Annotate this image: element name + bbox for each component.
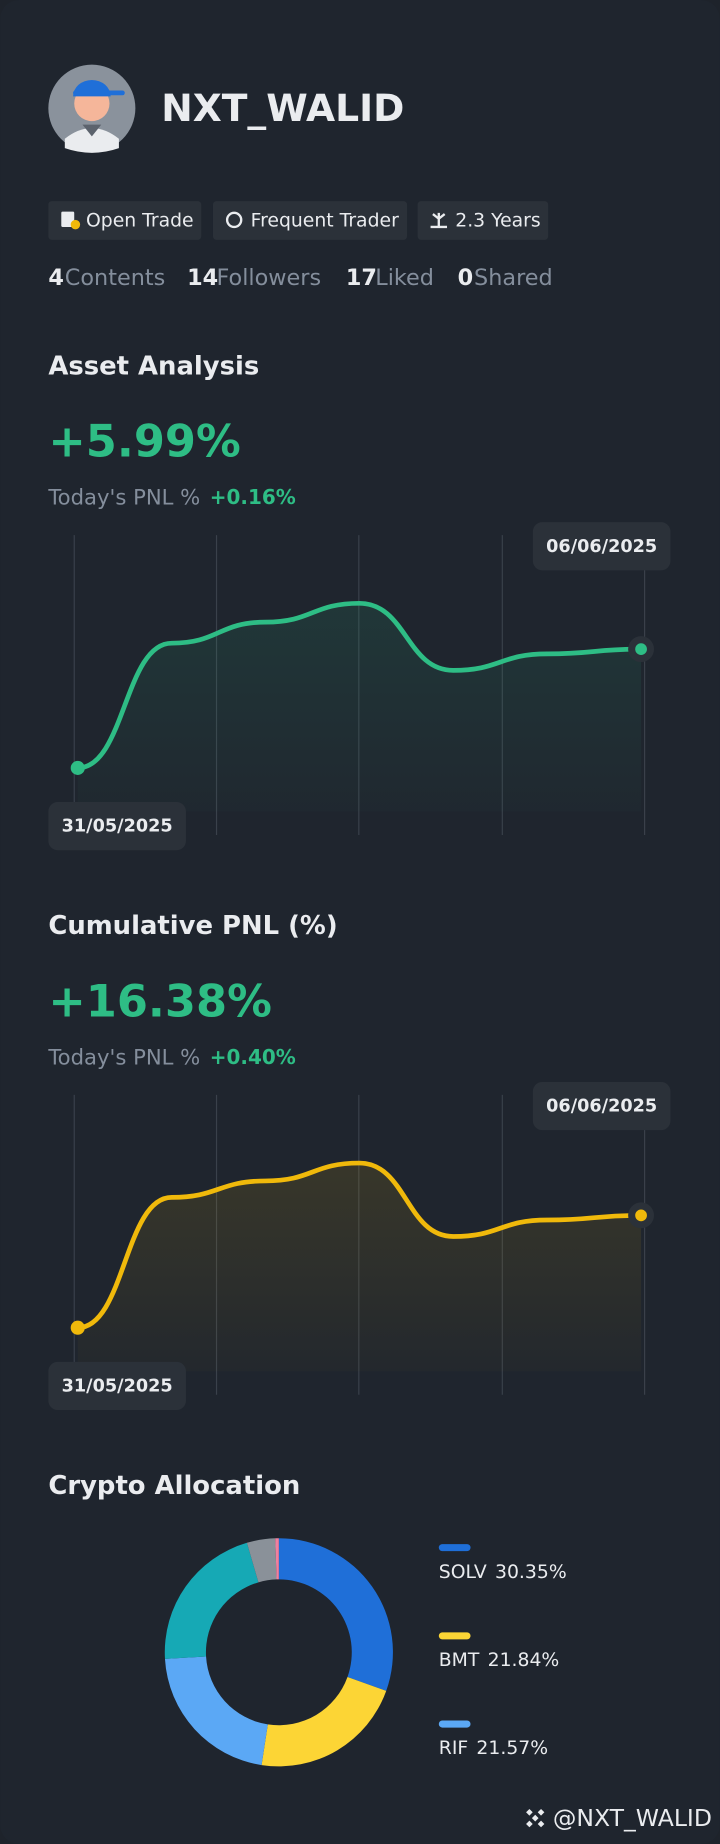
badge: Open Trade [48,201,202,240]
username: NXT_WALID [161,86,404,130]
stat-label: Contents [65,265,165,291]
legend-value: 30.35% [495,1562,567,1583]
legend-label: SOLV [439,1562,487,1583]
date-tag [532,1081,671,1131]
donut-slice [246,1538,277,1583]
stat-count: 0 [458,265,474,291]
section-title: Cumulative PNL (%) [48,911,337,941]
date-tag [48,802,186,851]
badge-label: 2.3 Years [455,211,540,232]
subtitle: Today's PNL % [47,1044,200,1069]
today-change: +0.16% [210,485,296,509]
avatar [48,64,136,153]
badge: Frequent Trader [212,201,408,240]
legend-label: BMT [439,1650,480,1671]
section-title: Crypto Allocation [48,1471,300,1501]
x-tick-label: 31/05/2025 [62,817,173,837]
x-tick-label: 06/06/2025 [546,1097,657,1117]
legend-swatch [438,1632,471,1640]
donut-slice [164,1656,268,1766]
line [77,600,642,771]
stat-count: 17 [346,265,377,291]
line [77,1160,642,1331]
start-point [70,1320,85,1335]
date-tag [532,522,671,571]
x-tick-label: 06/06/2025 [546,537,657,557]
badge-label: Open Trade [86,211,194,232]
area [77,603,642,812]
end-point [635,1209,647,1222]
area [77,1163,642,1372]
donut-slice [278,1538,393,1691]
date-tag [48,1361,186,1411]
donut-slice [275,1538,279,1580]
legend-value: 21.57% [476,1738,548,1759]
legend-swatch [438,1544,471,1552]
x-tick-label: 31/05/2025 [62,1377,173,1397]
badge: 2.3 Years [417,201,549,240]
stat-label: Followers [217,265,322,291]
stat-label: Liked [375,265,434,291]
headline-value: +5.99% [48,416,240,468]
end-point [635,643,647,656]
badge-label: Frequent Trader [251,211,399,232]
donut-slice [164,1542,259,1659]
stat-count: 4 [48,265,64,291]
donut-slice [261,1676,387,1767]
stat-label: Shared [474,265,553,291]
legend-value: 21.84% [488,1650,560,1671]
stat-count: 14 [187,265,218,291]
today-change: +0.40% [210,1045,296,1069]
section-title: Asset Analysis [48,351,259,381]
legend-label: RIF [439,1738,468,1759]
legend-swatch [438,1720,471,1728]
footer-handle: @NXT_WALID [553,1804,712,1832]
subtitle: Today's PNL % [47,485,200,510]
start-point [70,760,85,775]
headline-value: +16.38% [48,975,272,1027]
